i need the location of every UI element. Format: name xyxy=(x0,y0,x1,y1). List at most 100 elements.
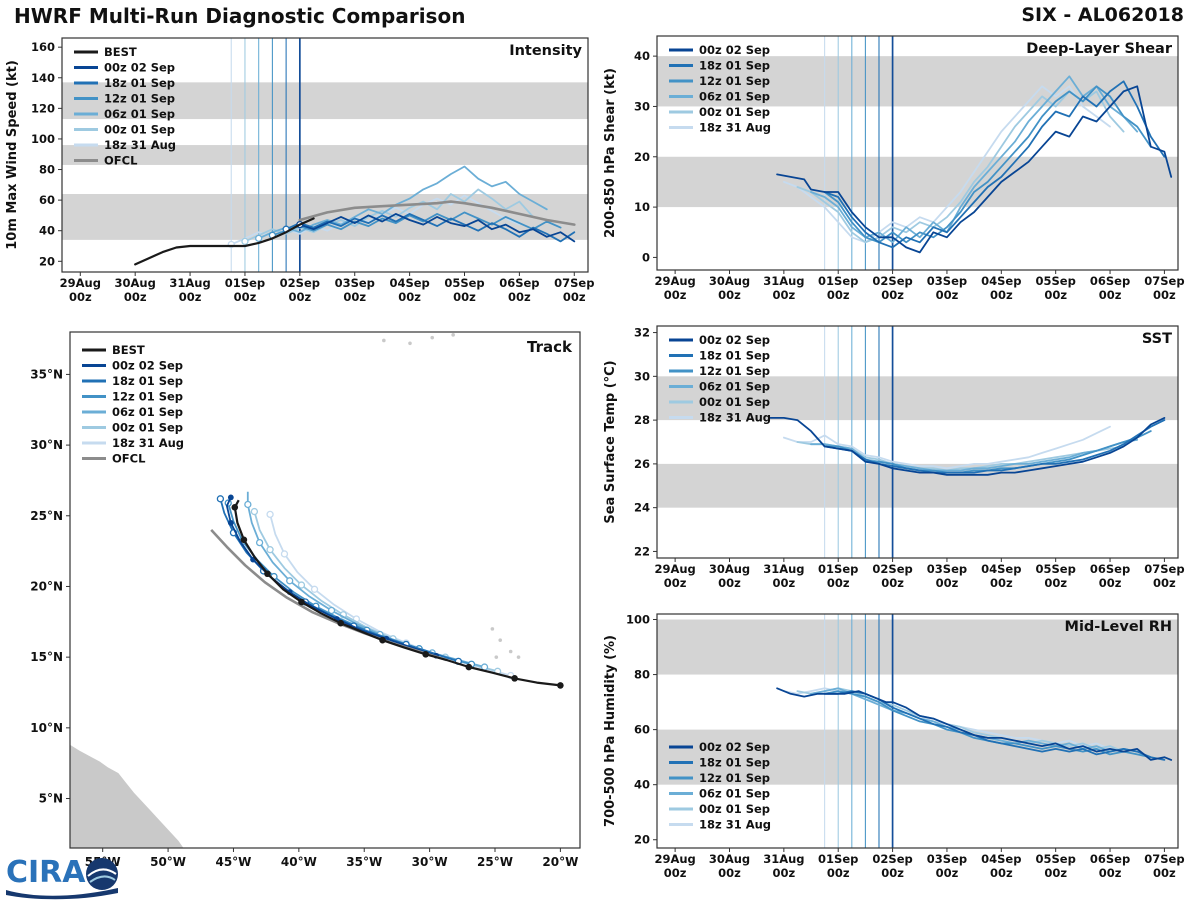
svg-text:00z: 00z xyxy=(881,288,904,302)
svg-text:SST: SST xyxy=(1142,331,1172,347)
svg-text:00z: 00z xyxy=(881,866,904,880)
svg-text:120: 120 xyxy=(31,101,55,115)
svg-text:30: 30 xyxy=(634,99,650,113)
svg-text:00z: 00z xyxy=(664,288,687,302)
svg-text:35°N: 35°N xyxy=(30,367,63,381)
svg-text:01Sep: 01Sep xyxy=(818,562,858,576)
svg-text:00z: 00z xyxy=(1044,866,1067,880)
svg-text:60: 60 xyxy=(634,723,650,737)
svg-text:31Aug: 31Aug xyxy=(169,276,210,290)
svg-text:04Sep: 04Sep xyxy=(981,562,1021,576)
svg-text:00z: 00z xyxy=(990,576,1013,590)
svg-text:07Sep: 07Sep xyxy=(1144,562,1184,576)
svg-text:00z: 00z xyxy=(234,290,257,304)
svg-text:30Aug: 30Aug xyxy=(709,852,750,866)
track-map: 55°W50°W45°W40°W35°W30°W25°W20°W5°N10°N1… xyxy=(30,331,581,869)
svg-text:700-500 hPa Humidity (%): 700-500 hPa Humidity (%) xyxy=(603,635,618,827)
svg-text:02Sep: 02Sep xyxy=(872,562,912,576)
svg-text:02Sep: 02Sep xyxy=(872,852,912,866)
svg-text:06Sep: 06Sep xyxy=(1090,274,1130,288)
svg-text:00z 02 Sep: 00z 02 Sep xyxy=(699,740,770,754)
svg-text:03Sep: 03Sep xyxy=(335,276,375,290)
svg-text:00z: 00z xyxy=(124,290,147,304)
svg-text:01Sep: 01Sep xyxy=(818,852,858,866)
svg-text:00z: 00z xyxy=(1099,866,1122,880)
svg-text:05Sep: 05Sep xyxy=(1036,562,1076,576)
rh-chart: 29Aug00z30Aug00z31Aug00z01Sep00z02Sep00z… xyxy=(603,613,1185,880)
svg-text:00z: 00z xyxy=(1044,288,1067,302)
svg-text:30Aug: 30Aug xyxy=(115,276,156,290)
svg-text:OFCL: OFCL xyxy=(112,452,146,466)
svg-text:20: 20 xyxy=(39,254,55,268)
svg-text:00z: 00z xyxy=(827,576,850,590)
svg-text:00z: 00z xyxy=(827,288,850,302)
svg-text:06Sep: 06Sep xyxy=(1090,852,1130,866)
cira-logo-text: CIRA xyxy=(6,855,86,890)
svg-text:00z: 00z xyxy=(718,576,741,590)
svg-text:00z: 00z xyxy=(718,866,741,880)
svg-text:22: 22 xyxy=(634,544,650,558)
svg-text:18z 01 Sep: 18z 01 Sep xyxy=(699,349,770,363)
svg-text:04Sep: 04Sep xyxy=(981,852,1021,866)
svg-text:Intensity: Intensity xyxy=(509,43,582,59)
svg-text:00z: 00z xyxy=(990,288,1013,302)
svg-text:100: 100 xyxy=(31,132,55,146)
svg-text:00z: 00z xyxy=(508,290,531,304)
svg-text:06z 01 Sep: 06z 01 Sep xyxy=(112,405,183,419)
svg-text:29Aug: 29Aug xyxy=(654,852,695,866)
svg-text:18z 31 Aug: 18z 31 Aug xyxy=(104,138,176,152)
svg-text:07Sep: 07Sep xyxy=(1144,274,1184,288)
svg-text:32: 32 xyxy=(634,326,650,340)
svg-text:01Sep: 01Sep xyxy=(225,276,265,290)
svg-text:10m Max Wind Speed (kt): 10m Max Wind Speed (kt) xyxy=(5,60,20,250)
intensity-chart: 29Aug00z30Aug00z31Aug00z01Sep00z02Sep00z… xyxy=(5,37,594,304)
svg-text:5°N: 5°N xyxy=(39,792,63,806)
svg-text:04Sep: 04Sep xyxy=(981,274,1021,288)
svg-text:00z: 00z xyxy=(773,866,796,880)
svg-text:30°W: 30°W xyxy=(412,855,448,869)
svg-text:18z 31 Aug: 18z 31 Aug xyxy=(699,121,771,135)
svg-text:OFCL: OFCL xyxy=(104,154,138,168)
svg-text:00z 01 Sep: 00z 01 Sep xyxy=(112,421,183,435)
svg-text:00z: 00z xyxy=(827,866,850,880)
svg-text:18z 31 Aug: 18z 31 Aug xyxy=(699,818,771,832)
svg-text:00z: 00z xyxy=(453,290,476,304)
svg-text:30°N: 30°N xyxy=(30,438,63,452)
svg-text:15°N: 15°N xyxy=(30,650,63,664)
svg-text:18z 01 Sep: 18z 01 Sep xyxy=(104,76,175,90)
svg-text:25°W: 25°W xyxy=(477,855,513,869)
cira-logo: CIRA xyxy=(4,850,134,900)
svg-text:10: 10 xyxy=(634,200,650,214)
svg-text:06Sep: 06Sep xyxy=(499,276,539,290)
svg-text:00z: 00z xyxy=(881,576,904,590)
svg-text:50°W: 50°W xyxy=(150,855,186,869)
svg-text:18z 01 Sep: 18z 01 Sep xyxy=(699,59,770,73)
svg-text:00z: 00z xyxy=(1099,576,1122,590)
svg-text:06z 01 Sep: 06z 01 Sep xyxy=(104,107,175,121)
svg-text:05Sep: 05Sep xyxy=(1036,852,1076,866)
svg-text:00z 02 Sep: 00z 02 Sep xyxy=(104,61,175,75)
svg-text:00z: 00z xyxy=(1044,576,1067,590)
svg-text:30Aug: 30Aug xyxy=(709,562,750,576)
svg-text:18z 01 Sep: 18z 01 Sep xyxy=(112,374,183,388)
shear-chart: 29Aug00z30Aug00z31Aug00z01Sep00z02Sep00z… xyxy=(603,35,1185,302)
svg-text:06z 01 Sep: 06z 01 Sep xyxy=(699,90,770,104)
svg-text:00z: 00z xyxy=(664,866,687,880)
svg-text:29Aug: 29Aug xyxy=(60,276,101,290)
svg-text:BEST: BEST xyxy=(112,343,145,357)
svg-text:28: 28 xyxy=(634,413,650,427)
svg-text:140: 140 xyxy=(31,71,55,85)
svg-text:10°N: 10°N xyxy=(30,721,63,735)
svg-text:12z 01 Sep: 12z 01 Sep xyxy=(112,390,183,404)
svg-text:BEST: BEST xyxy=(104,45,137,59)
svg-text:00z 01 Sep: 00z 01 Sep xyxy=(699,802,770,816)
svg-text:18z 01 Sep: 18z 01 Sep xyxy=(699,756,770,770)
svg-text:06Sep: 06Sep xyxy=(1090,562,1130,576)
svg-text:00z: 00z xyxy=(398,290,421,304)
sst-chart: 29Aug00z30Aug00z31Aug00z01Sep00z02Sep00z… xyxy=(603,325,1185,590)
svg-text:Deep-Layer Shear: Deep-Layer Shear xyxy=(1026,41,1173,57)
svg-text:00z: 00z xyxy=(69,290,92,304)
svg-text:Track: Track xyxy=(527,338,573,356)
svg-text:31Aug: 31Aug xyxy=(763,274,804,288)
svg-text:00z: 00z xyxy=(718,288,741,302)
